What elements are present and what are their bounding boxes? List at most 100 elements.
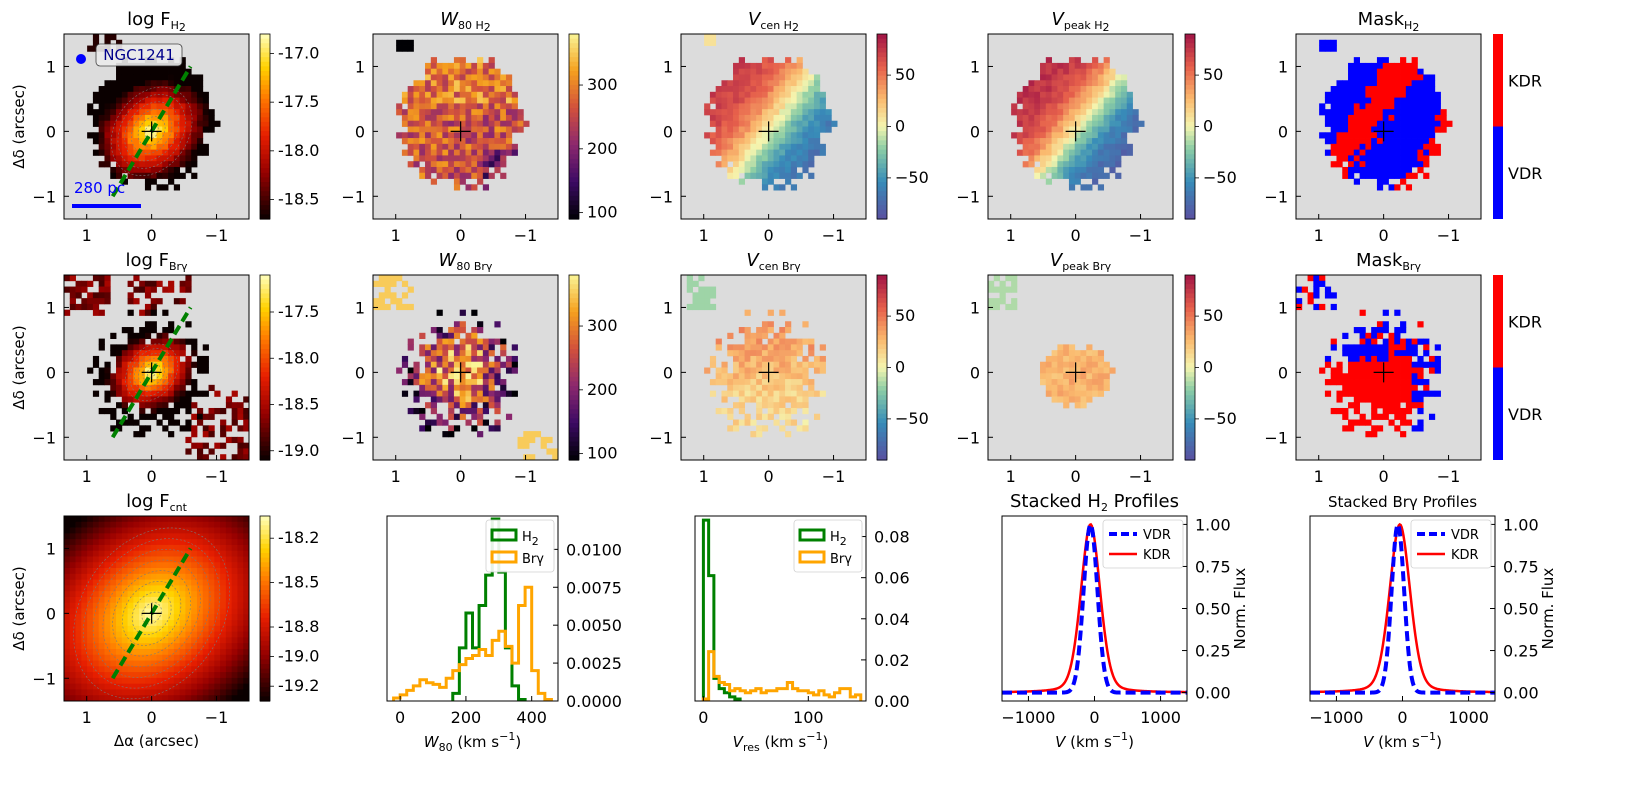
map-pixel: [477, 80, 484, 87]
colorbar-step: [260, 344, 270, 350]
map-pixel: [750, 390, 757, 397]
map-pixel: [127, 80, 134, 87]
map-pixel: [721, 109, 728, 116]
map-pixel: [191, 86, 198, 93]
map-pixel: [104, 80, 111, 87]
map-pixel: [1074, 138, 1081, 145]
map-pixel: [442, 344, 449, 351]
map-pixel: [81, 516, 88, 523]
colorbar-step: [260, 349, 270, 355]
map-pixel: [488, 350, 495, 357]
x-tick-label: 1: [1006, 467, 1016, 486]
colorbar-tick-label: −50: [895, 168, 929, 187]
map-pixel: [1092, 172, 1099, 179]
map-pixel: [1068, 373, 1076, 380]
map-pixel: [1051, 68, 1058, 75]
map-pixel: [1400, 103, 1407, 110]
map-pixel: [121, 521, 128, 528]
colorbar-tick-label-part: 0: [1203, 358, 1213, 377]
map-pixel: [150, 373, 157, 380]
map-pixel: [488, 373, 495, 380]
map-pixel: [220, 585, 227, 592]
map-pixel: [1428, 109, 1436, 116]
map-pixel: [488, 155, 495, 162]
map-pixel: [196, 562, 204, 569]
map-pixel: [1296, 298, 1303, 305]
map-pixel: [173, 516, 181, 523]
map-pixel: [1319, 109, 1326, 116]
map-pixel: [208, 126, 215, 133]
map-pixel: [813, 114, 821, 122]
map-pixel: [1313, 275, 1320, 282]
map-pixel: [1388, 126, 1395, 133]
map-pixel: [168, 683, 175, 690]
map-pixel: [1097, 379, 1105, 386]
map-pixel: [494, 367, 501, 374]
map-pixel: [1359, 62, 1366, 70]
map-pixel: [1428, 132, 1436, 139]
x-tick-label-part: 0: [1071, 467, 1081, 486]
map-pixel: [92, 544, 100, 552]
map-pixel: [202, 672, 209, 679]
map-pixel: [773, 172, 780, 179]
map-pixel: [173, 132, 181, 139]
map-pixel: [721, 120, 728, 127]
map-pixel: [785, 91, 792, 98]
map-pixel: [459, 143, 466, 151]
map-pixel: [1382, 80, 1389, 87]
map-pixel: [785, 373, 792, 380]
map-pixel: [384, 280, 391, 287]
x-axis-label-part: Δα (arcsec): [114, 732, 199, 750]
map-pixel: [1382, 384, 1389, 392]
map-pixel: [1080, 161, 1087, 168]
map-pixel: [802, 338, 809, 345]
map-pixel: [436, 384, 443, 392]
map-pixel: [1394, 155, 1401, 162]
map-pixel: [1394, 68, 1401, 75]
map-pixel: [785, 126, 792, 133]
map-pixel: [1388, 149, 1395, 156]
axes-frame: [1295, 33, 1482, 220]
map-pixel: [225, 436, 233, 444]
map-pixel: [202, 114, 209, 122]
map-pixel: [1051, 379, 1058, 386]
map-pixel: [401, 355, 409, 363]
map-pixel: [179, 550, 186, 557]
map-pixel: [448, 74, 455, 81]
map-pixel: [1068, 143, 1076, 151]
map-pixel: [139, 373, 146, 380]
map-pixel: [243, 677, 250, 685]
flux-contour: [125, 343, 178, 402]
map-pixel: [785, 155, 792, 162]
map-pixel: [1411, 149, 1418, 156]
map-pixel: [69, 550, 76, 557]
map-pixel: [162, 602, 169, 609]
map-pixel: [796, 57, 803, 64]
map-pixel: [98, 602, 105, 609]
map-pixel: [1423, 390, 1430, 397]
map-pixel: [81, 591, 88, 598]
map-pixel: [243, 448, 250, 455]
map-pixel: [162, 361, 169, 368]
map-pixel: [162, 608, 169, 615]
map-pixel: [425, 149, 432, 156]
map-pixel: [144, 103, 152, 110]
map-pixel: [988, 298, 995, 305]
map-pixel: [1365, 338, 1372, 345]
map-pixel: [104, 527, 111, 534]
map-pixel: [767, 80, 774, 87]
map-pixel: [144, 303, 152, 311]
map-pixel: [1022, 138, 1029, 145]
map-pixel: [1359, 126, 1366, 133]
map-pixel: [750, 109, 757, 116]
map-pixel: [225, 689, 233, 696]
map-pixel: [488, 143, 495, 151]
map-pixel: [1382, 396, 1389, 403]
map-pixel: [196, 86, 204, 93]
map-pixel: [185, 683, 192, 690]
map-pixel: [1086, 155, 1093, 162]
map-pixel: [243, 643, 250, 650]
x-tick-label-part: −1: [822, 226, 846, 245]
map-pixel: [744, 109, 751, 116]
map-pixel: [1353, 86, 1360, 93]
